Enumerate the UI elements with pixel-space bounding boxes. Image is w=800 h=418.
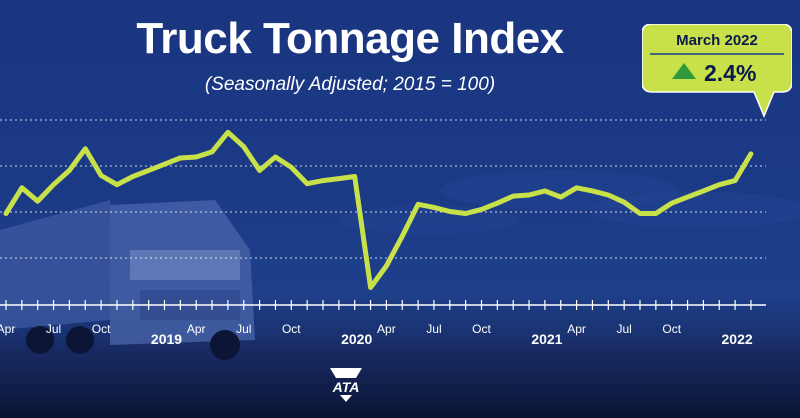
series-line [3,129,754,290]
data-point [734,180,736,182]
x-tick-label: Oct [282,322,301,336]
chart-title: Truck Tonnage Index [136,14,564,63]
data-point [385,265,387,267]
data-point [306,183,308,185]
data-point [227,131,229,133]
data-point [702,190,704,192]
data-point [607,194,609,196]
x-year-label: 2019 [151,331,182,347]
x-tick-label: Apr [187,322,206,336]
data-point [623,201,625,203]
data-point [116,184,118,186]
data-point [687,196,689,198]
data-point [37,200,39,202]
data-point [179,157,181,159]
data-point [465,213,467,215]
x-year-label: 2022 [722,331,753,347]
data-point [544,190,546,192]
data-point [591,190,593,192]
series-lines [3,129,754,290]
ata-logo: ATA [330,368,362,402]
data-point [274,156,276,158]
x-year-label: 2020 [341,331,372,347]
data-point [290,166,292,168]
svg-text:ATA: ATA [332,379,360,395]
x-tick-label: Oct [92,322,111,336]
data-point [401,235,403,237]
x-tick-label: Jul [426,322,441,336]
data-point [84,148,86,150]
data-point [671,202,673,204]
data-point [148,169,150,171]
callout-value: 2.4% [704,60,757,86]
data-point [560,196,562,198]
data-point [750,153,752,155]
x-tick-label: Jul [236,322,251,336]
data-point [449,210,451,212]
x-tick-label: Jul [46,322,61,336]
data-point [164,163,165,165]
data-point [68,169,70,171]
data-point [100,175,102,176]
x-tick-label: Apr [377,322,396,336]
callout-date: March 2022 [676,32,758,49]
data-point [528,194,530,196]
data-point [433,206,435,208]
data-point [338,178,340,180]
data-point [481,208,482,210]
data-point [370,287,372,289]
data-point [354,176,356,178]
data-point [322,180,324,182]
x-year-label: 2021 [531,331,562,347]
data-point [496,202,498,204]
data-point [259,169,261,171]
data-point [576,187,578,189]
data-point [243,146,245,148]
data-point [132,176,134,178]
chart-subtitle: (Seasonally Adjusted; 2015 = 100) [204,74,496,95]
up-arrow-icon [672,63,696,79]
data-point [53,184,55,186]
data-point [718,184,720,186]
x-tick-label: Oct [662,322,681,336]
data-point [655,213,657,215]
x-axis: Apr Jul Oct Apr Jul Oct Apr Jul Oct Apr Jul Oct 2019… [0,300,766,347]
data-point [512,195,514,197]
x-tick-label: Jul [616,322,631,336]
data-point [5,213,7,215]
data-point [417,203,419,205]
x-tick-label: Apr [567,322,586,336]
data-point [21,187,23,189]
data-point [639,213,641,215]
x-tick-label: Apr [0,322,15,336]
change-callout: March 2022 2.4% [642,24,792,118]
x-tick-label: Oct [472,322,491,336]
callout-bubble [642,24,792,118]
data-point [195,156,197,158]
data-point [211,151,213,153]
gridlines [0,119,766,259]
